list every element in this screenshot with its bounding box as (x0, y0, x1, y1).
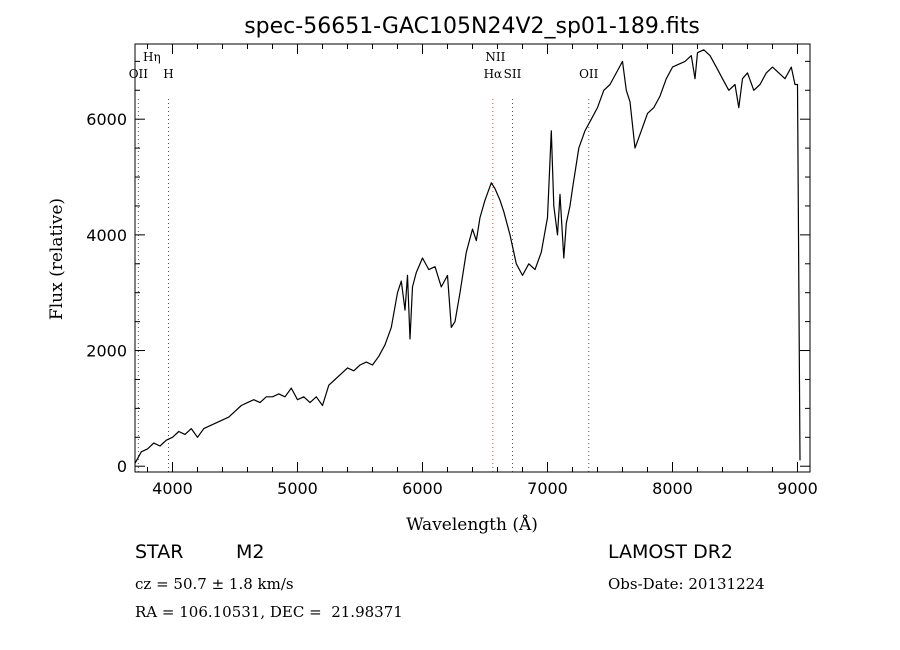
redshift-value: cz = 50.7 ± 1.8 km/s (135, 575, 294, 593)
survey-name: LAMOST DR2 (608, 541, 733, 563)
spectrum-series (134, 49, 801, 464)
plot-frame (134, 43, 811, 473)
emission-line-label: NII (485, 50, 505, 64)
x-axis-label: Wavelength (Å) (406, 514, 538, 535)
spectrum-line (134, 49, 801, 464)
emission-line-markers: Hη OII H NII Hα OII SII (129, 50, 599, 472)
emission-line-label: SII (504, 67, 522, 81)
y-tick-label: 6000 (86, 110, 127, 129)
x-tick-label: 4000 (152, 479, 193, 498)
x-tick-label: 9000 (777, 479, 818, 498)
emission-line-label: Hα (484, 67, 503, 81)
chart-title: spec-56651-GAC105N24V2_sp01-189.fits (244, 14, 700, 39)
object-type: STAR (135, 541, 184, 563)
x-tick-label: 8000 (652, 479, 693, 498)
axis-ticks: 4000 5000 6000 7000 8000 9000 0 2000 4000 6000 (86, 44, 818, 498)
emission-line-label: OII (579, 67, 599, 81)
y-tick-label: 2000 (86, 342, 127, 361)
object-subclass: M2 (236, 541, 265, 563)
y-tick-label: 0 (117, 457, 127, 476)
y-tick-label: 4000 (86, 226, 127, 245)
x-tick-label: 5000 (277, 479, 318, 498)
y-axis-label: Flux (relative) (47, 198, 67, 320)
x-tick-label: 7000 (527, 479, 568, 498)
emission-line-label: OII (129, 67, 149, 81)
coordinates: RA = 106.10531, DEC = 21.98371 (135, 603, 403, 621)
observation-date: Obs-Date: 20131224 (608, 575, 765, 593)
x-tick-label: 6000 (402, 479, 443, 498)
emission-line-label: H (163, 67, 173, 81)
emission-line-label: Hη (143, 50, 161, 64)
